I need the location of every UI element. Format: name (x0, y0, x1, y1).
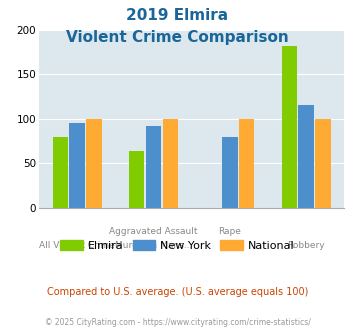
Text: Murder & Mans...: Murder & Mans... (115, 241, 192, 250)
Bar (146, 126, 161, 208)
Bar (163, 119, 178, 208)
Bar (129, 151, 144, 208)
Bar (315, 119, 331, 208)
Text: © 2025 CityRating.com - https://www.cityrating.com/crime-statistics/: © 2025 CityRating.com - https://www.city… (45, 318, 310, 327)
Bar (239, 119, 255, 208)
Text: Compared to U.S. average. (U.S. average equals 100): Compared to U.S. average. (U.S. average … (47, 287, 308, 297)
Text: Rape: Rape (218, 227, 241, 236)
Bar (222, 137, 237, 208)
Legend: Elmira, New York, National: Elmira, New York, National (56, 236, 299, 255)
Text: Aggravated Assault: Aggravated Assault (109, 227, 198, 236)
Text: Violent Crime Comparison: Violent Crime Comparison (66, 30, 289, 45)
Text: 2019 Elmira: 2019 Elmira (126, 8, 229, 23)
Bar (70, 123, 85, 208)
Text: All Violent Crime: All Violent Crime (39, 241, 115, 250)
Bar (86, 119, 102, 208)
Bar (53, 137, 68, 208)
Bar (299, 106, 314, 208)
Bar (282, 46, 297, 208)
Text: Robbery: Robbery (288, 241, 325, 250)
